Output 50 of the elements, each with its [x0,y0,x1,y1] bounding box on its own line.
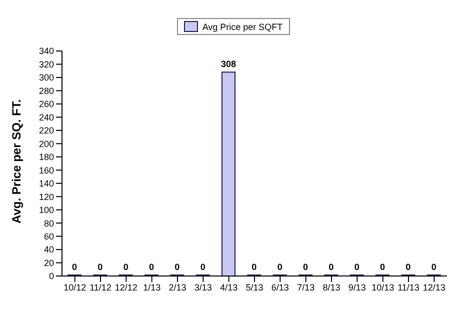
data-label: 0 [431,262,436,272]
y-tick-label: 0 [48,271,54,282]
x-tick-label: 3/13 [194,282,212,292]
x-tick-label: 8/13 [322,282,340,292]
x-tick-label: 1/13 [143,282,161,292]
x-tick-label: 11/12 [90,282,112,292]
y-tick-label: 300 [38,72,54,83]
y-tick-label: 320 [38,59,54,70]
data-label: 0 [252,262,257,272]
x-tick-label: 12/12 [114,282,138,292]
y-tick-label: 240 [38,112,54,122]
x-tick-label: 11/13 [398,282,420,292]
data-label: 0 [98,262,103,272]
x-tick-label: 5/13 [246,282,264,292]
data-label: 0 [302,262,308,272]
x-tick-label: 9/13 [348,282,366,292]
x-tick-label: 4/13 [220,282,238,292]
y-tick-label: 60 [44,231,54,242]
y-tick-label: 180 [38,152,54,162]
y-tick-label: 100 [38,205,54,216]
y-tick-label: 200 [38,138,54,149]
y-axis-title: Avg. Price per SQ. FT. [9,99,24,224]
x-tick-label: 10/13 [372,282,394,292]
data-label: 0 [200,262,206,272]
data-label: 0 [277,262,282,272]
y-tick-label: 340 [38,46,54,56]
y-tick-label: 120 [38,192,54,202]
data-label: 0 [148,262,154,272]
data-label: 0 [328,262,334,272]
y-tick-label: 260 [38,99,54,110]
x-tick-label: 2/13 [168,282,186,292]
data-label: 0 [174,262,180,272]
data-label: 0 [72,262,78,272]
y-tick-label: 280 [38,86,54,96]
y-tick-label: 140 [38,178,54,189]
y-tick-label: 80 [44,218,54,228]
data-label: 0 [406,262,411,272]
y-tick-label: 40 [44,244,54,255]
data-label: 0 [354,262,360,272]
data-label: 0 [123,262,128,272]
legend-label: Avg Price per SQFT [202,22,283,32]
y-tick-label: 160 [38,165,54,176]
x-tick-label: 10/12 [64,282,86,292]
data-label: 0 [380,262,386,272]
x-tick-label: 6/13 [271,282,289,292]
x-tick-label: 7/13 [297,282,315,292]
x-tick-label: 12/13 [422,282,446,292]
data-label: 308 [220,59,236,70]
y-tick-label: 220 [38,126,54,136]
y-tick-label: 20 [44,258,54,268]
